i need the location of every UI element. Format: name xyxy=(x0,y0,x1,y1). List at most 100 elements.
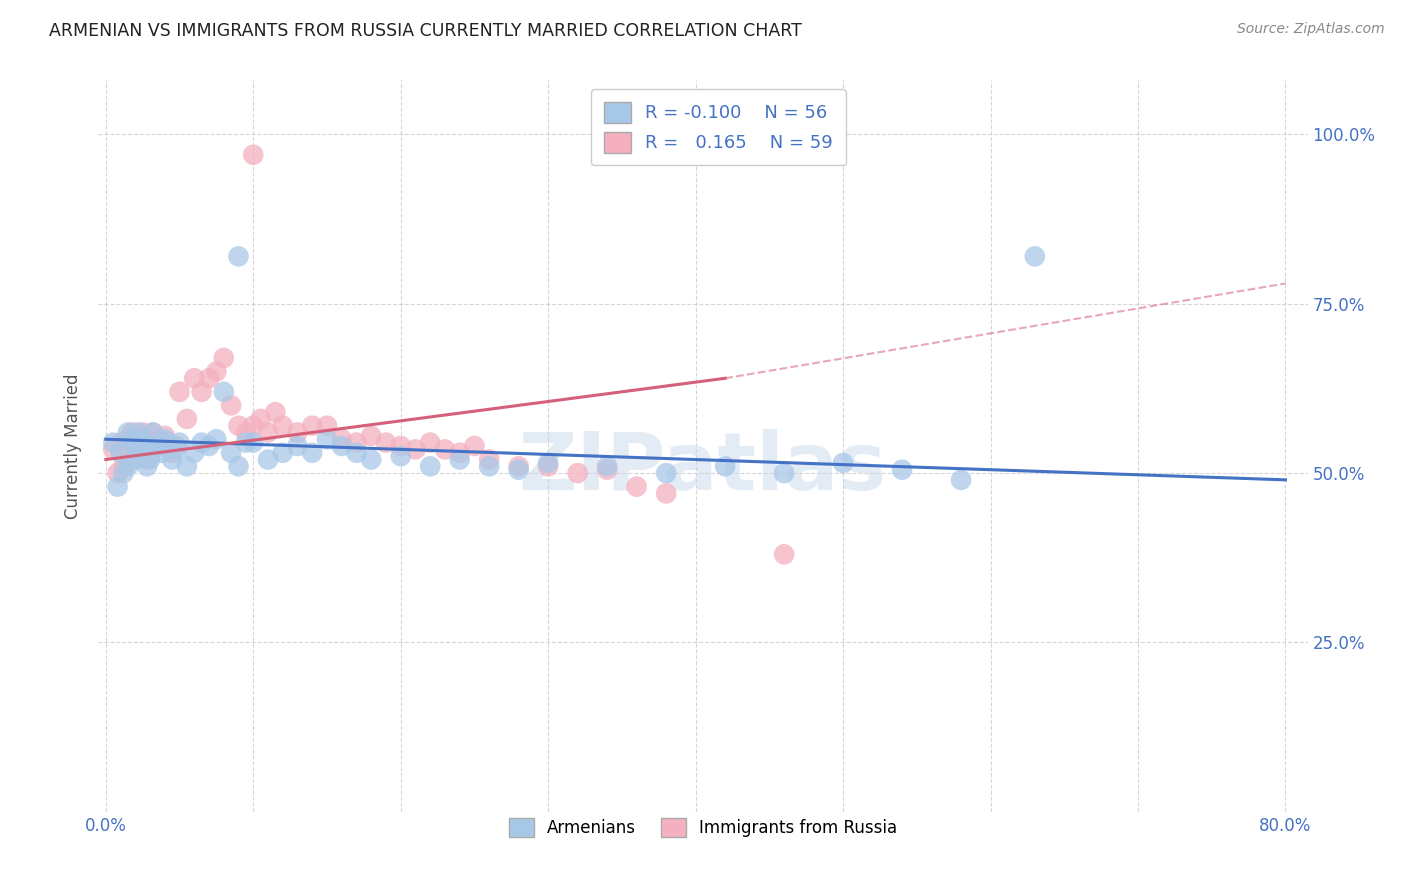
Point xyxy=(205,364,228,378)
Point xyxy=(176,412,198,426)
Point xyxy=(131,439,153,453)
Point xyxy=(301,418,323,433)
Point xyxy=(176,459,198,474)
Point xyxy=(537,459,560,474)
Legend: Armenians, Immigrants from Russia: Armenians, Immigrants from Russia xyxy=(502,811,904,844)
Point xyxy=(508,459,530,474)
Y-axis label: Currently Married: Currently Married xyxy=(65,373,83,519)
Point xyxy=(124,449,146,463)
Point xyxy=(478,459,501,474)
Point xyxy=(139,452,162,467)
Point xyxy=(257,452,280,467)
Point xyxy=(146,439,169,453)
Point xyxy=(169,384,191,399)
Point xyxy=(183,446,205,460)
Point xyxy=(228,418,250,433)
Point xyxy=(136,459,159,474)
Point xyxy=(242,148,264,162)
Point xyxy=(198,439,221,453)
Point xyxy=(212,384,235,399)
Point xyxy=(124,452,146,467)
Point xyxy=(463,439,485,453)
Point xyxy=(596,459,619,474)
Point xyxy=(127,429,149,443)
Point xyxy=(301,446,323,460)
Point xyxy=(714,459,737,474)
Point xyxy=(449,446,471,460)
Point xyxy=(228,459,250,474)
Point xyxy=(139,435,162,450)
Point xyxy=(183,371,205,385)
Point xyxy=(242,418,264,433)
Point xyxy=(271,418,294,433)
Point xyxy=(124,435,146,450)
Point xyxy=(375,435,398,450)
Point xyxy=(110,446,132,460)
Point xyxy=(121,432,143,446)
Point xyxy=(117,459,139,474)
Point xyxy=(433,442,456,457)
Point xyxy=(112,466,135,480)
Point xyxy=(153,429,176,443)
Point xyxy=(287,439,309,453)
Point xyxy=(107,480,129,494)
Point xyxy=(1024,249,1046,263)
Point xyxy=(169,435,191,450)
Point xyxy=(235,435,257,450)
Point xyxy=(950,473,973,487)
Point xyxy=(257,425,280,440)
Point xyxy=(166,439,188,453)
Point xyxy=(166,442,188,457)
Point xyxy=(153,432,176,446)
Point xyxy=(131,432,153,446)
Point xyxy=(142,425,165,440)
Point xyxy=(419,459,441,474)
Point xyxy=(160,446,183,460)
Point xyxy=(891,463,914,477)
Point xyxy=(346,435,368,450)
Point xyxy=(404,442,426,457)
Point xyxy=(773,547,796,561)
Point xyxy=(107,466,129,480)
Point xyxy=(136,452,159,467)
Point xyxy=(112,459,135,474)
Point xyxy=(655,466,678,480)
Point xyxy=(596,463,619,477)
Point xyxy=(101,435,124,450)
Point xyxy=(117,432,139,446)
Point xyxy=(655,486,678,500)
Point xyxy=(150,446,173,460)
Point xyxy=(124,439,146,453)
Point xyxy=(419,435,441,450)
Point xyxy=(330,439,353,453)
Point xyxy=(330,432,353,446)
Point xyxy=(131,425,153,440)
Point xyxy=(773,466,796,480)
Point xyxy=(287,425,309,440)
Point xyxy=(101,442,124,457)
Point xyxy=(212,351,235,365)
Point xyxy=(190,384,212,399)
Point xyxy=(271,446,294,460)
Point xyxy=(156,435,179,450)
Point xyxy=(121,425,143,440)
Point xyxy=(389,449,412,463)
Point xyxy=(219,398,242,412)
Point xyxy=(249,412,271,426)
Point xyxy=(228,249,250,263)
Text: ZIPatlas: ZIPatlas xyxy=(519,429,887,507)
Point xyxy=(117,425,139,440)
Point xyxy=(360,429,382,443)
Point xyxy=(316,432,339,446)
Point xyxy=(316,418,339,433)
Text: Source: ZipAtlas.com: Source: ZipAtlas.com xyxy=(1237,22,1385,37)
Point xyxy=(198,371,221,385)
Point xyxy=(219,446,242,460)
Point xyxy=(508,463,530,477)
Point xyxy=(110,435,132,450)
Point xyxy=(567,466,589,480)
Point xyxy=(139,449,162,463)
Point xyxy=(389,439,412,453)
Point xyxy=(449,452,471,467)
Point xyxy=(117,446,139,460)
